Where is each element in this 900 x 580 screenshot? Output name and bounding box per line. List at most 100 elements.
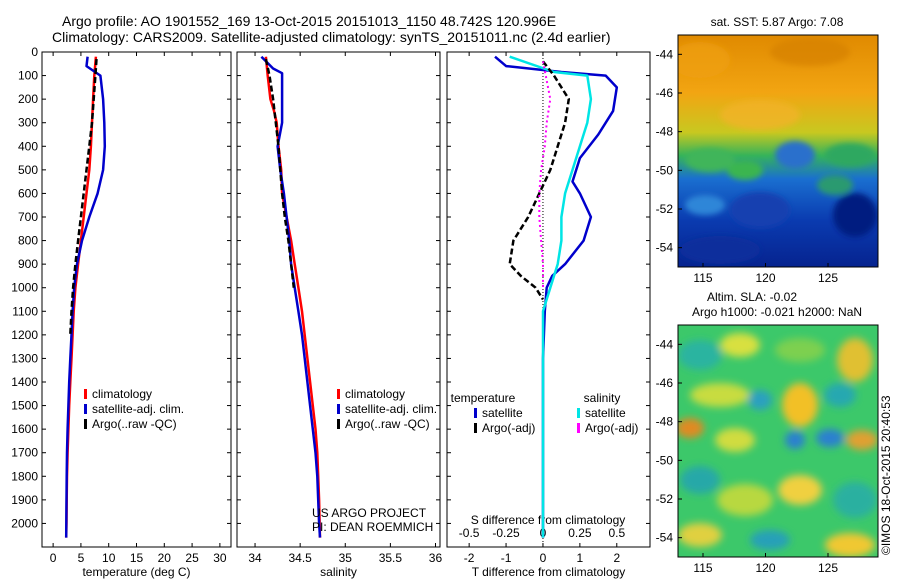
sst-map-title: sat. SST: 5.87 Argo: 7.08 xyxy=(711,15,844,29)
s-diff-axis-label: S difference from climatology xyxy=(471,513,626,527)
map-y-tick-label: -54 xyxy=(656,531,674,545)
depth-tick-label: 400 xyxy=(18,139,38,153)
profile-panel-2: 34 34.5 35 35.5 36 salinity climatologysatelli… xyxy=(236,51,443,579)
profile-panel-1: 0100200300400500600700800900100011001200… xyxy=(11,45,232,579)
x-tick-label: 1 xyxy=(577,551,584,565)
sla-map-frame xyxy=(677,324,879,558)
x-tick-label: -1 xyxy=(501,551,512,565)
series-line-1 xyxy=(494,55,619,538)
legend-swatch xyxy=(474,408,477,418)
series-line-4 xyxy=(538,61,552,288)
depth-tick-label: 1900 xyxy=(11,493,38,507)
legend-swatch xyxy=(337,404,340,414)
x-tick-label: 34.5 xyxy=(288,551,312,565)
legend-swatch xyxy=(84,389,87,399)
map-y-tick-label: -52 xyxy=(656,202,674,216)
legend-swatch xyxy=(474,423,477,433)
sst-map-axes: 115 120 125 -44 -46 -48 -50 -52 -54 xyxy=(656,47,839,285)
legend-swatch xyxy=(84,419,87,429)
x-tick-label: 30 xyxy=(213,551,227,565)
s-diff-tick-label: 0.25 xyxy=(568,526,592,540)
depth-tick-label: 0 xyxy=(31,45,38,59)
legend-title: salinity xyxy=(584,391,621,405)
legend-label: satellite xyxy=(585,406,626,420)
depth-tick-label: 600 xyxy=(18,186,38,200)
map-y-tick-label: -50 xyxy=(656,163,674,177)
legend-title: temperature xyxy=(451,391,516,405)
series-line-2 xyxy=(509,55,593,538)
depth-tick-label: 900 xyxy=(18,257,38,271)
map-y-tick-label: -48 xyxy=(656,415,674,429)
header-line1: Argo profile: AO 1901552_169 13-Oct-2015… xyxy=(62,13,556,29)
x-axis-label: temperature (deg C) xyxy=(82,565,190,579)
credit-line-1: US ARGO PROJECT xyxy=(312,506,427,520)
legend-swatch xyxy=(577,408,580,418)
legend-label: satellite-adj. clim. xyxy=(345,402,437,416)
map-x-tick-label: 125 xyxy=(818,271,838,285)
x-tick-label: 0 xyxy=(540,551,547,565)
series-line-1 xyxy=(64,56,98,538)
legend-label: Argo(..raw -QC) xyxy=(92,417,177,431)
legend-swatch xyxy=(337,419,340,429)
sst-map: sat. SST: 5.87 Argo: 7.08 115 120 125 -44 -4… xyxy=(656,15,879,285)
depth-tick-label: 1100 xyxy=(12,304,38,318)
sst-features xyxy=(678,38,877,264)
x-tick-label: 25 xyxy=(185,551,199,565)
s-diff-tick-label: 0.5 xyxy=(608,526,625,540)
x-tick-label: 15 xyxy=(130,551,144,565)
x-tick-label: -2 xyxy=(464,551,475,565)
legend-label: climatology xyxy=(345,387,405,401)
x-tick-label: 2 xyxy=(613,551,620,565)
x-tick-label: 5 xyxy=(78,551,85,565)
depth-tick-label: 1300 xyxy=(11,351,38,365)
legend-label: Argo(..raw -QC) xyxy=(345,417,430,431)
map-y-tick-label: -48 xyxy=(656,125,674,139)
sla-map: Altim. SLA: -0.02 Argo h1000: -0.021 h20… xyxy=(656,290,879,575)
depth-tick-label: 1700 xyxy=(11,446,38,460)
profile-panels: 0100200300400500600700800900100011001200… xyxy=(11,45,651,579)
sla-map-axes: 115 120 125 -44 -46 -48 -50 -52 -54 xyxy=(656,337,839,575)
series-line-3 xyxy=(264,58,296,288)
depth-tick-label: 700 xyxy=(18,210,38,224)
sla-features xyxy=(678,333,878,557)
x-tick-label: 36 xyxy=(429,551,443,565)
imos-watermark: ©IMOS 18-Oct-2015 20:40:53 xyxy=(879,395,893,555)
map-x-tick-label: 115 xyxy=(693,561,712,575)
map-x-tick-label: 125 xyxy=(818,561,838,575)
series-line-1 xyxy=(264,56,322,538)
depth-tick-label: 1000 xyxy=(11,281,38,295)
legend-label: satellite xyxy=(482,406,523,420)
header-line2: Climatology: CARS2009. Satellite-adjuste… xyxy=(52,29,610,45)
map-x-tick-label: 115 xyxy=(693,271,712,285)
x-axis-label: T difference from climatology xyxy=(472,565,626,579)
map-y-tick-label: -46 xyxy=(656,86,674,100)
panel-frame xyxy=(41,51,232,548)
x-tick-label: 35 xyxy=(339,551,353,565)
map-y-tick-label: -46 xyxy=(656,376,674,390)
series-line-3 xyxy=(69,59,98,335)
depth-tick-label: 800 xyxy=(18,234,38,248)
sla-map-title-2: Argo h1000: -0.021 h2000: NaN xyxy=(692,305,862,319)
depth-tick-label: 500 xyxy=(18,163,38,177)
depth-tick-label: 200 xyxy=(18,92,38,106)
series-line-2 xyxy=(64,56,107,538)
map-y-tick-label: -54 xyxy=(656,241,674,255)
x-tick-label: 35.5 xyxy=(379,551,403,565)
legend-swatch xyxy=(577,423,580,433)
sst-map-frame xyxy=(677,34,879,268)
depth-tick-label: 1400 xyxy=(11,375,38,389)
s-diff-tick-label: -0.25 xyxy=(492,526,520,540)
depth-tick-label: 1800 xyxy=(11,469,38,483)
profile-panel-3: -2 -1 0 1 2T difference from climatology -0.5… xyxy=(446,51,651,579)
series-line-3 xyxy=(508,60,571,301)
x-tick-label: 0 xyxy=(50,551,57,565)
map-y-tick-label: -52 xyxy=(656,492,674,506)
map-y-tick-label: -50 xyxy=(656,453,674,467)
map-y-tick-label: -44 xyxy=(656,47,674,61)
panel-frame xyxy=(236,51,441,548)
x-tick-label: 20 xyxy=(158,551,172,565)
x-axis-label: salinity xyxy=(320,565,357,579)
depth-tick-label: 1200 xyxy=(11,328,38,342)
legend-label: satellite-adj. clim. xyxy=(92,402,184,416)
